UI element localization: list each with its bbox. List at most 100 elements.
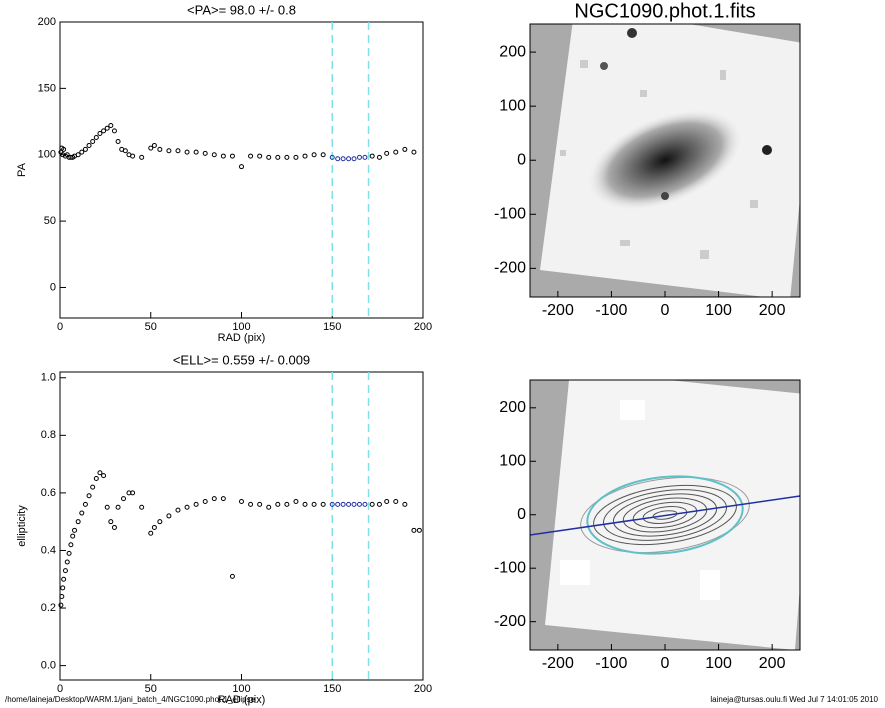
data-point: [384, 499, 390, 505]
data-point: [93, 476, 99, 482]
data-point: [275, 501, 281, 507]
x-tick-label: 100: [232, 683, 250, 695]
data-point: [356, 501, 362, 507]
y-tick-label: 0.0: [41, 660, 56, 672]
data-point: [58, 602, 64, 608]
x-tick-label: 100: [232, 321, 250, 333]
data-point: [60, 152, 66, 158]
data-point: [229, 573, 235, 579]
data-point: [101, 473, 107, 479]
chart-title: NGC1090.phot.1.fits: [574, 0, 755, 22]
data-point: [60, 585, 66, 591]
data-point: [356, 154, 362, 160]
data-point: [284, 154, 290, 160]
data-point: [151, 142, 157, 148]
y-tick-label: -200: [494, 613, 526, 630]
data-point: [402, 146, 408, 152]
data-point: [393, 499, 399, 505]
y-tick-label: 50: [44, 215, 56, 227]
data-point: [68, 542, 74, 548]
data-point: [293, 499, 299, 505]
data-point: [369, 153, 375, 159]
data-point: [257, 153, 263, 159]
data-point: [108, 123, 114, 129]
data-point: [275, 154, 281, 160]
x-tick-label: 0: [57, 321, 63, 333]
data-point: [104, 504, 110, 510]
contour-image: [530, 380, 800, 650]
y-tick-label: 200: [499, 43, 526, 60]
data-point: [340, 156, 346, 162]
data-point: [402, 501, 408, 507]
data-point: [122, 148, 128, 154]
y-axis-label: PA: [16, 162, 28, 177]
data-point: [351, 501, 357, 507]
data-point: [416, 527, 422, 533]
y-tick-label: 100: [499, 452, 526, 469]
data-point: [61, 146, 67, 152]
y-tick-label: 0: [517, 506, 526, 523]
data-point: [239, 499, 244, 505]
data-point: [248, 501, 254, 507]
data-point: [346, 501, 352, 507]
x-tick-label: -100: [595, 655, 627, 672]
data-point: [115, 504, 121, 510]
data-point: [157, 146, 163, 152]
data-point: [369, 501, 375, 507]
footer-left: /home/laineja/Desktop/WARM.1/jani_batch_…: [5, 695, 256, 704]
y-tick-label: 0.8: [41, 429, 56, 441]
data-point: [139, 504, 145, 510]
data-point: [130, 153, 136, 159]
chart-title: <ELL>= 0.559 +/- 0.009: [173, 352, 310, 367]
x-tick-label: 100: [705, 302, 732, 319]
data-point: [202, 150, 208, 156]
x-tick-label: 50: [145, 321, 157, 333]
data-point: [220, 153, 226, 159]
data-point: [411, 527, 417, 533]
data-point: [90, 484, 96, 490]
data-point: [86, 142, 92, 148]
x-tick-label: 0: [661, 655, 670, 672]
data-point: [90, 138, 96, 144]
data-point: [86, 493, 92, 499]
data-point: [311, 501, 317, 507]
x-tick-label: 150: [323, 321, 341, 333]
y-tick-label: 200: [499, 399, 526, 416]
data-point: [220, 496, 226, 502]
chart-title: <PA>= 98.0 +/- 0.8: [187, 2, 296, 17]
data-point: [311, 152, 317, 158]
data-point: [82, 501, 88, 507]
data-point: [229, 153, 235, 159]
x-tick-label: -200: [542, 655, 574, 672]
x-tick-label: 0: [661, 302, 670, 319]
data-point: [384, 150, 390, 156]
y-tick-label: -100: [494, 206, 526, 223]
data-point: [248, 153, 254, 159]
x-tick-label: -200: [542, 302, 574, 319]
data-point: [104, 125, 110, 131]
data-point: [284, 501, 290, 507]
data-point: [302, 501, 308, 507]
x-axis-label: RAD (pix): [218, 332, 266, 344]
data-point: [93, 134, 99, 140]
x-axis-label: RAD (pix): [218, 694, 266, 706]
x-tick-label: 50: [145, 683, 157, 695]
data-point: [70, 533, 76, 539]
data-point: [184, 504, 190, 510]
x-tick-label: 200: [414, 683, 432, 695]
data-point: [97, 470, 103, 476]
footer-right: laineja@tursas.oulu.fi Wed Jul 7 14:01:0…: [710, 695, 878, 704]
data-point: [111, 128, 117, 134]
y-tick-label: 200: [38, 16, 56, 28]
data-point: [111, 524, 117, 530]
data-point: [166, 513, 172, 519]
data-point: [108, 519, 114, 525]
data-point: [193, 501, 199, 507]
y-tick-label: 0: [517, 151, 526, 168]
y-tick-label: 0.4: [41, 544, 56, 556]
data-point: [362, 154, 368, 160]
x-tick-label: 200: [759, 302, 786, 319]
data-point: [121, 496, 127, 502]
data-point: [351, 156, 357, 162]
